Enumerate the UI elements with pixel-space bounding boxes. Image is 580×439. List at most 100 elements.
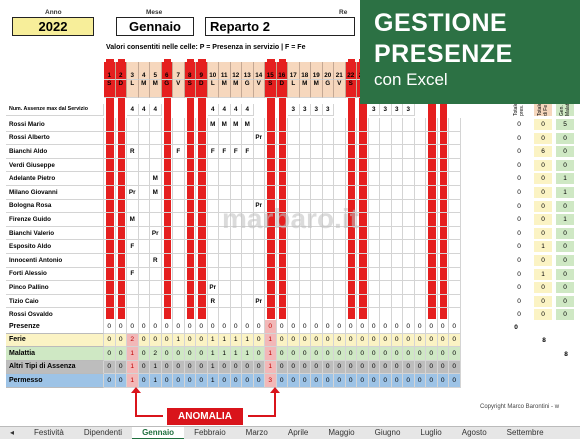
attendance-cell[interactable] <box>184 240 196 254</box>
attendance-cell[interactable] <box>104 131 116 146</box>
attendance-cell[interactable]: Pr <box>253 199 265 214</box>
attendance-cell[interactable] <box>311 172 323 186</box>
attendance-cell[interactable] <box>196 213 208 227</box>
attendance-cell[interactable] <box>437 186 449 200</box>
attendance-cell[interactable] <box>184 267 196 282</box>
attendance-cell[interactable] <box>357 186 369 200</box>
attendance-cell[interactable] <box>150 199 162 214</box>
attendance-cell[interactable] <box>150 281 162 295</box>
attendance-cell[interactable] <box>334 158 346 173</box>
attendance-cell[interactable] <box>345 145 357 159</box>
attendance-cell[interactable] <box>391 294 403 309</box>
attendance-cell[interactable]: M <box>219 118 231 132</box>
attendance-cell[interactable] <box>288 186 300 200</box>
attendance-cell[interactable] <box>115 131 127 146</box>
attendance-cell[interactable] <box>265 145 277 159</box>
attendance-cell[interactable] <box>426 131 438 146</box>
attendance-cell[interactable] <box>391 213 403 227</box>
attendance-cell[interactable] <box>391 186 403 200</box>
attendance-cell[interactable] <box>368 226 380 241</box>
attendance-cell[interactable] <box>380 158 392 173</box>
attendance-cell[interactable] <box>242 240 254 254</box>
attendance-cell[interactable] <box>322 145 334 159</box>
attendance-cell[interactable] <box>437 226 449 241</box>
attendance-cell[interactable] <box>403 131 415 146</box>
attendance-cell[interactable] <box>345 158 357 173</box>
tab-dipendenti[interactable]: Dipendenti <box>83 427 123 437</box>
attendance-cell[interactable] <box>299 226 311 241</box>
attendance-cell[interactable] <box>127 226 139 241</box>
attendance-cell[interactable] <box>161 281 173 295</box>
attendance-cell[interactable] <box>288 294 300 309</box>
attendance-cell[interactable] <box>403 226 415 241</box>
attendance-cell[interactable] <box>437 172 449 186</box>
attendance-cell[interactable]: F <box>127 267 139 282</box>
attendance-cell[interactable]: Pr <box>127 186 139 200</box>
attendance-cell[interactable] <box>230 281 242 295</box>
attendance-cell[interactable] <box>230 186 242 200</box>
attendance-cell[interactable] <box>253 240 265 254</box>
attendance-cell[interactable] <box>219 267 231 282</box>
attendance-cell[interactable] <box>426 158 438 173</box>
attendance-cell[interactable] <box>449 226 461 241</box>
attendance-cell[interactable] <box>391 145 403 159</box>
attendance-cell[interactable] <box>322 131 334 146</box>
attendance-cell[interactable] <box>311 213 323 227</box>
attendance-cell[interactable] <box>368 118 380 132</box>
attendance-cell[interactable] <box>276 213 288 227</box>
attendance-cell[interactable] <box>311 118 323 132</box>
attendance-cell[interactable] <box>219 254 231 268</box>
tab-luglio[interactable]: Luglio <box>420 427 442 437</box>
attendance-cell[interactable] <box>138 172 150 186</box>
attendance-cell[interactable] <box>334 294 346 309</box>
attendance-cell[interactable] <box>184 145 196 159</box>
attendance-cell[interactable] <box>357 213 369 227</box>
attendance-cell[interactable] <box>414 118 426 132</box>
tab-gennaio[interactable]: Gennaio <box>132 426 185 439</box>
attendance-cell[interactable] <box>426 186 438 200</box>
attendance-cell[interactable] <box>299 186 311 200</box>
attendance-cell[interactable] <box>380 294 392 309</box>
attendance-cell[interactable] <box>380 186 392 200</box>
attendance-cell[interactable] <box>345 267 357 282</box>
attendance-cell[interactable] <box>242 294 254 309</box>
attendance-cell[interactable] <box>242 199 254 214</box>
attendance-cell[interactable] <box>311 131 323 146</box>
tab-giugno[interactable]: Giugno <box>374 427 401 437</box>
attendance-cell[interactable] <box>173 172 185 186</box>
attendance-cell[interactable] <box>219 281 231 295</box>
attendance-cell[interactable] <box>207 186 219 200</box>
attendance-cell[interactable] <box>104 294 116 309</box>
attendance-cell[interactable] <box>115 240 127 254</box>
attendance-cell[interactable] <box>173 254 185 268</box>
attendance-cell[interactable] <box>403 172 415 186</box>
attendance-cell[interactable] <box>230 199 242 214</box>
attendance-cell[interactable] <box>334 118 346 132</box>
attendance-cell[interactable] <box>334 254 346 268</box>
attendance-cell[interactable] <box>391 199 403 214</box>
attendance-cell[interactable] <box>207 254 219 268</box>
attendance-cell[interactable] <box>288 267 300 282</box>
attendance-cell[interactable] <box>138 240 150 254</box>
attendance-cell[interactable] <box>253 158 265 173</box>
attendance-cell[interactable] <box>242 267 254 282</box>
attendance-cell[interactable] <box>196 226 208 241</box>
attendance-cell[interactable] <box>161 294 173 309</box>
attendance-cell[interactable] <box>219 294 231 309</box>
attendance-cell[interactable] <box>127 172 139 186</box>
attendance-cell[interactable] <box>426 240 438 254</box>
attendance-cell[interactable] <box>403 158 415 173</box>
attendance-cell[interactable] <box>115 267 127 282</box>
attendance-cell[interactable] <box>230 158 242 173</box>
attendance-cell[interactable] <box>115 226 127 241</box>
attendance-cell[interactable] <box>219 226 231 241</box>
attendance-cell[interactable] <box>196 158 208 173</box>
attendance-cell[interactable] <box>414 254 426 268</box>
month-field[interactable]: Gennaio <box>116 17 194 36</box>
attendance-cell[interactable] <box>334 226 346 241</box>
attendance-cell[interactable] <box>403 240 415 254</box>
attendance-cell[interactable] <box>184 213 196 227</box>
attendance-cell[interactable] <box>276 281 288 295</box>
attendance-cell[interactable] <box>196 199 208 214</box>
attendance-cell[interactable]: Pr <box>253 131 265 146</box>
